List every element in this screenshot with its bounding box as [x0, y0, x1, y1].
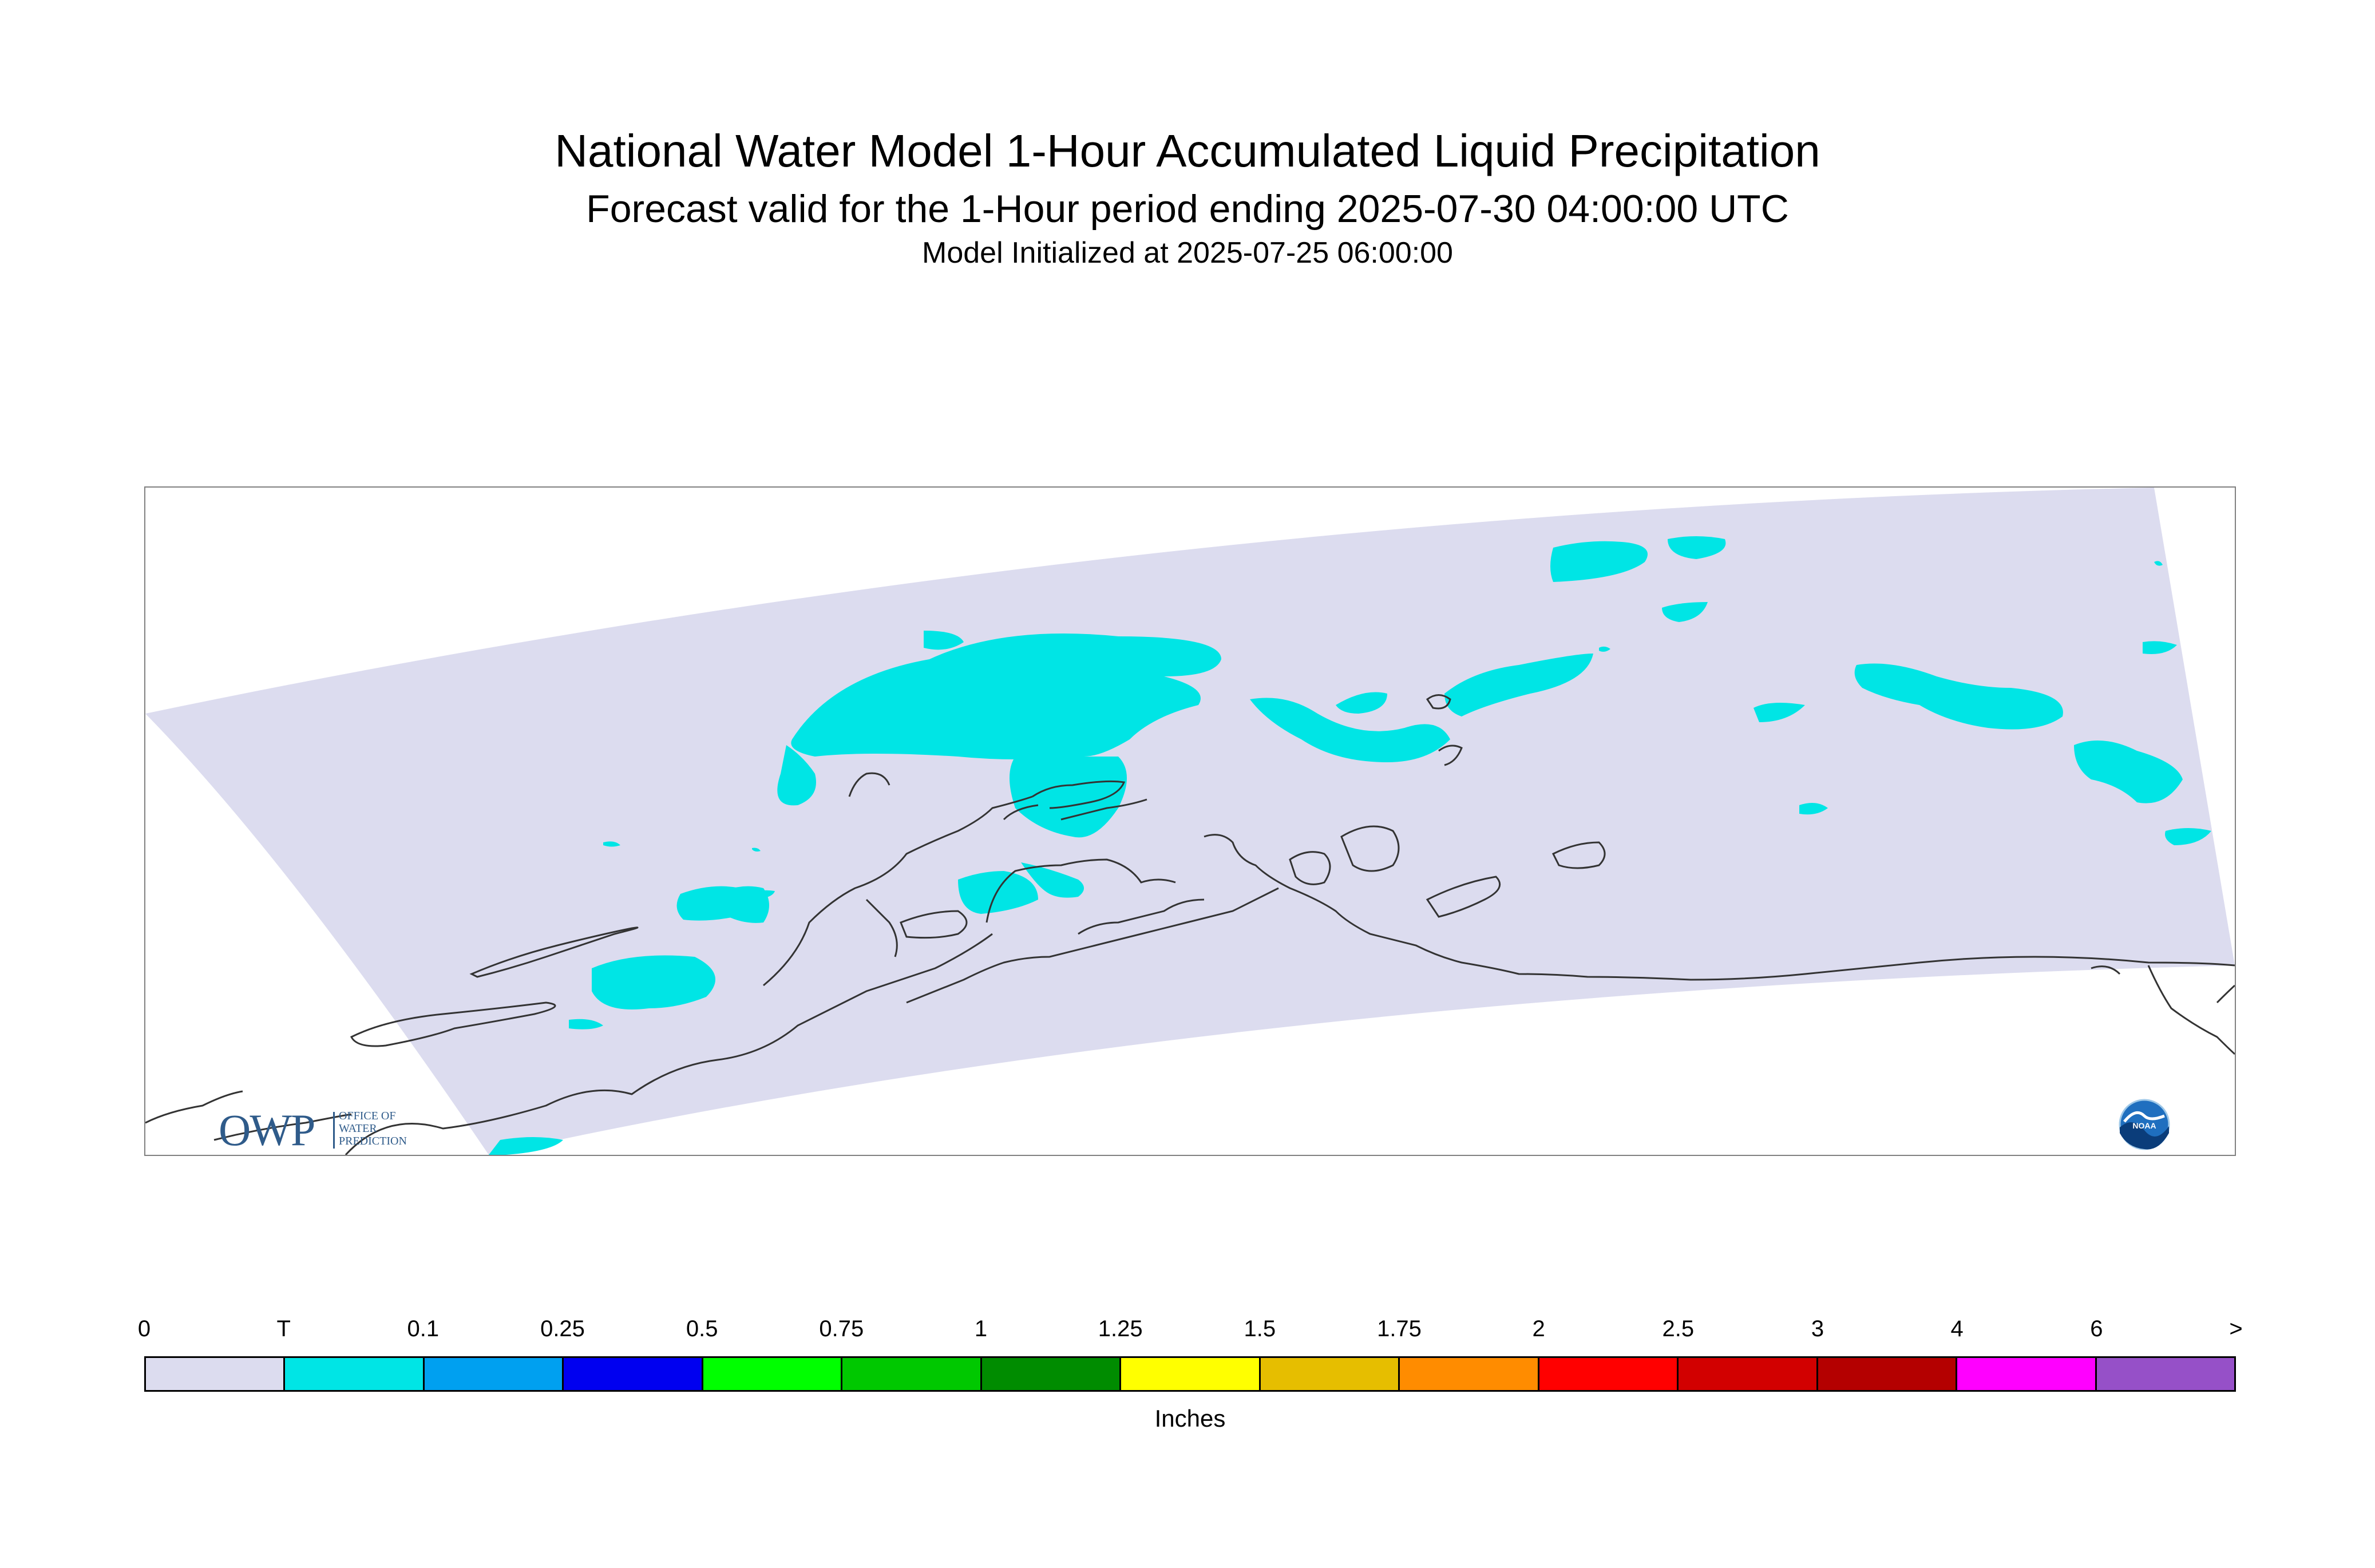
precip-area	[1010, 757, 1127, 838]
coastline	[906, 887, 1279, 1004]
precip-area	[746, 890, 775, 900]
precip-area	[1753, 703, 1805, 722]
map-title: National Water Model 1-Hour Accumulated …	[555, 125, 1820, 176]
coastline	[1289, 851, 1331, 885]
precip-area	[1021, 862, 1084, 898]
precip-area	[489, 1137, 563, 1155]
legend-swatch	[1400, 1358, 1539, 1390]
coastline	[1426, 694, 1451, 710]
precip-area	[1336, 692, 1387, 714]
precip-area	[1668, 536, 1726, 559]
coastline	[1060, 798, 1147, 821]
coastline	[2216, 984, 2235, 1004]
legend-swatch	[2096, 1358, 2235, 1390]
legend-tick-label: 1.25	[1098, 1316, 1143, 1341]
precip-area	[791, 633, 1221, 759]
precip-area	[1550, 541, 1648, 582]
legend-swatch	[981, 1358, 1122, 1390]
coastline	[2147, 965, 2235, 1055]
coastline	[900, 910, 968, 939]
precip-area	[2154, 561, 2163, 566]
legend-tick-label: 2	[1532, 1316, 1545, 1341]
legend-swatch	[1121, 1358, 1261, 1390]
legend-swatch	[424, 1358, 564, 1390]
legend-tick-label: 1	[974, 1316, 988, 1341]
model-domain	[145, 488, 2235, 1155]
legend-tick-label: 1.75	[1377, 1316, 1422, 1341]
legend-swatch	[1957, 1358, 2097, 1390]
precip-area	[2074, 741, 2183, 803]
legend-tick-label: 4	[1950, 1316, 1964, 1341]
coastlines	[145, 694, 2235, 1155]
coastline	[1551, 841, 1606, 869]
legend-swatch	[703, 1358, 843, 1390]
legend-tick-label: 6	[2090, 1316, 2103, 1341]
legend-tick-label: 0.5	[686, 1316, 718, 1341]
model-initialized-text: Model Initialized at 2025-07-25 06:00:00	[922, 236, 1453, 270]
coastline	[848, 772, 890, 797]
precip-area	[1799, 803, 1828, 815]
coastline	[865, 898, 898, 957]
precip-area	[603, 841, 620, 847]
precip-area	[1662, 602, 1708, 622]
precip-area	[676, 886, 745, 921]
legend-swatch	[1260, 1358, 1400, 1390]
coastline	[350, 1001, 556, 1047]
legend-units: Inches	[1154, 1405, 1226, 1432]
precip-area	[1854, 663, 2063, 730]
precip-area	[777, 745, 816, 806]
legend-tick-label: 0.75	[819, 1316, 864, 1341]
coastline	[345, 933, 993, 1155]
legend-tick-label: 3	[1811, 1316, 1824, 1341]
legend-swatch	[1539, 1358, 1679, 1390]
legend-swatch	[146, 1358, 286, 1390]
legend-tick-label: 1.5	[1244, 1316, 1276, 1341]
coastline	[1032, 780, 1126, 809]
legend-tick-label: 0.25	[540, 1316, 585, 1341]
precip-area	[569, 1019, 603, 1030]
coastline	[2091, 965, 2121, 975]
coastline	[1340, 825, 1400, 872]
coastline	[213, 1113, 352, 1141]
coastline	[1426, 876, 1501, 918]
legend-tick-label: T	[276, 1316, 291, 1341]
coastline	[985, 858, 1176, 923]
precip-area	[2143, 641, 2177, 654]
precip-area	[1444, 654, 1593, 716]
legend-swatch	[285, 1358, 425, 1390]
legend-swatch	[842, 1358, 982, 1390]
legend-swatch	[1818, 1358, 1958, 1390]
precipitation-map	[144, 486, 2236, 1156]
legend-tick-label: 0	[137, 1316, 151, 1341]
precip-area	[958, 871, 1038, 914]
coastline	[1003, 804, 1039, 821]
precip-area	[752, 848, 761, 852]
forecast-valid-subtitle: Forecast valid for the 1-Hour period end…	[586, 187, 1789, 231]
coastline	[1204, 834, 2235, 981]
legend-swatch	[1679, 1358, 1818, 1390]
legend-tick-label: 0.1	[407, 1316, 440, 1341]
coastline	[763, 795, 1033, 987]
coastline	[469, 926, 639, 978]
precipitation-areas	[489, 536, 2211, 1155]
coastline	[145, 1090, 243, 1124]
coastline	[1438, 745, 1463, 766]
precip-area	[1250, 698, 1450, 762]
legend-tick-label: >	[2229, 1316, 2243, 1341]
legend-swatch	[564, 1358, 703, 1390]
precip-area	[592, 955, 715, 1009]
legend-tick-label: 2.5	[1662, 1316, 1695, 1341]
precip-area	[2165, 828, 2211, 845]
precip-area	[924, 631, 964, 650]
precip-area	[1599, 646, 1610, 652]
colorbar	[144, 1356, 2236, 1392]
coastline	[1078, 898, 1205, 935]
